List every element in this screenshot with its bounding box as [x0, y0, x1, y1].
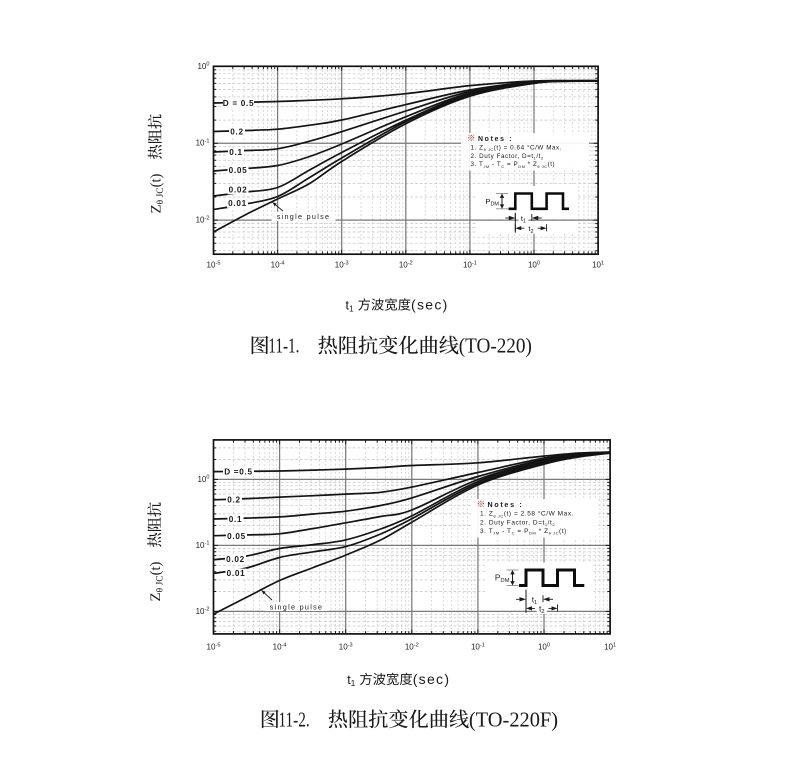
svg-text:10-2: 10-2: [196, 215, 210, 224]
svg-text:10-4: 10-4: [271, 260, 285, 269]
svg-text:Zθ JC(t): Zθ JC(t): [149, 174, 167, 214]
svg-text:10-2: 10-2: [399, 260, 413, 269]
svg-text:10-1: 10-1: [196, 139, 210, 148]
svg-text:(sec): (sec): [413, 671, 451, 687]
svg-text:10-2: 10-2: [405, 642, 419, 651]
svg-text:D =0.5: D =0.5: [224, 467, 253, 476]
svg-text:10-1: 10-1: [196, 541, 210, 550]
svg-text:0.02: 0.02: [229, 186, 248, 195]
svg-text:single pulse: single pulse: [277, 212, 331, 221]
svg-text:100: 100: [197, 475, 209, 484]
svg-text:3. TJM - TC = PDM * Zθ JC(t): 3. TJM - TC = PDM * Zθ JC(t): [471, 161, 556, 169]
svg-text:0.05: 0.05: [227, 532, 246, 541]
svg-text:10-1: 10-1: [463, 260, 477, 269]
svg-text:D = 0.5: D = 0.5: [223, 99, 255, 108]
svg-text:Notes :: Notes :: [478, 136, 513, 143]
svg-text:10-4: 10-4: [273, 642, 287, 651]
svg-text:10-2: 10-2: [196, 607, 210, 616]
svg-text:101: 101: [592, 260, 604, 269]
svg-text:10-5: 10-5: [207, 260, 221, 269]
svg-text:10-5: 10-5: [207, 642, 221, 651]
svg-text:3. TJM - TC = PDM * Zθ JC(t): 3. TJM - TC = PDM * Zθ JC(t): [480, 528, 567, 536]
svg-text:(TO-220F): (TO-220F): [469, 708, 558, 732]
svg-text:0.05: 0.05: [229, 166, 248, 175]
svg-text:(TO-220): (TO-220): [459, 334, 532, 358]
svg-text:2. Duty Factor, D=t1/t2: 2. Duty Factor, D=t1/t2: [480, 519, 555, 527]
svg-text:Zθ JC(t): Zθ JC(t): [148, 562, 166, 602]
svg-text:t1: t1: [532, 595, 538, 606]
svg-text:10-3: 10-3: [335, 260, 349, 269]
svg-text:10-3: 10-3: [339, 642, 353, 651]
svg-text:0.1: 0.1: [229, 515, 242, 524]
svg-text:11-2.: 11-2.: [279, 708, 310, 732]
svg-text:t1: t1: [521, 214, 526, 225]
svg-text:100: 100: [538, 642, 550, 651]
svg-text:(sec): (sec): [411, 297, 449, 313]
svg-text:101: 101: [604, 642, 616, 651]
svg-text:10-1: 10-1: [471, 642, 485, 651]
svg-text:0.01: 0.01: [228, 199, 247, 208]
svg-text:t2: t2: [539, 604, 545, 615]
svg-text:1. Zθ JC(t) = 0.64 °C/W Max.: 1. Zθ JC(t) = 0.64 °C/W Max.: [471, 143, 563, 152]
svg-text:0.2: 0.2: [227, 496, 240, 505]
svg-text:100: 100: [197, 62, 209, 71]
svg-text:0.02: 0.02: [226, 555, 245, 564]
svg-text:100: 100: [528, 260, 540, 269]
svg-text:1. Zθ JC(t) = 2.58 °C/W Max.: 1. Zθ JC(t) = 2.58 °C/W Max.: [480, 510, 574, 519]
svg-text:0.01: 0.01: [227, 569, 246, 578]
svg-text:11-1.: 11-1.: [268, 334, 299, 358]
svg-text:0.2: 0.2: [230, 127, 243, 136]
svg-text:PDM: PDM: [495, 573, 510, 584]
svg-text:Notes :: Notes :: [488, 501, 524, 509]
svg-text:2. Duty Factor, D=t1/t2: 2. Duty Factor, D=t1/t2: [471, 153, 544, 161]
svg-text:single pulse: single pulse: [270, 602, 324, 611]
svg-text:t1: t1: [347, 673, 355, 688]
svg-text:PDM: PDM: [485, 197, 499, 208]
svg-text:0.1: 0.1: [229, 148, 242, 157]
svg-text:t2: t2: [528, 224, 533, 235]
svg-text:t1: t1: [346, 299, 354, 314]
